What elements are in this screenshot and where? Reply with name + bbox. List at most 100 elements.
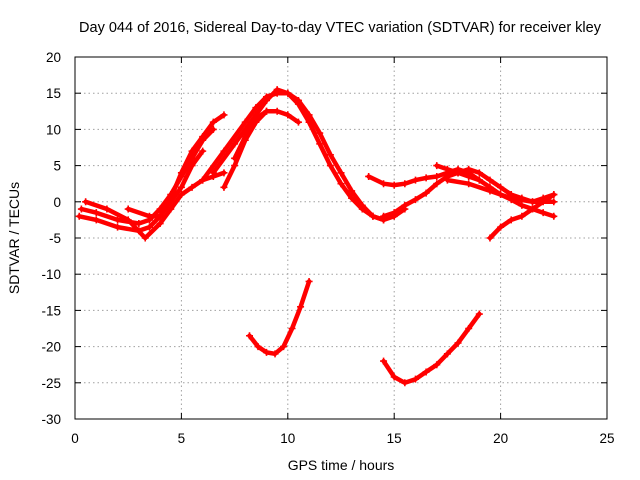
data-point	[156, 205, 164, 213]
data-point	[82, 198, 90, 206]
data-point	[443, 350, 451, 358]
data-point	[188, 162, 196, 170]
series-line-arc-15	[381, 311, 482, 386]
data-point	[305, 277, 313, 285]
data-point	[486, 187, 494, 195]
data-point	[380, 212, 388, 220]
data-point	[518, 212, 526, 220]
y-tick-label: -15	[41, 303, 61, 318]
data-point	[529, 198, 537, 206]
data-point	[475, 310, 483, 318]
data-point	[348, 187, 356, 195]
data-point	[209, 169, 217, 177]
chart-title: Day 044 of 2016, Sidereal Day-to-day VTE…	[79, 20, 602, 36]
data-point	[199, 147, 207, 155]
data-point	[114, 216, 122, 224]
data-point	[209, 118, 217, 126]
data-point	[465, 172, 473, 180]
data-point	[390, 373, 398, 381]
data-point	[271, 350, 279, 358]
data-point	[156, 212, 164, 220]
data-point	[231, 140, 239, 148]
data-point	[124, 216, 132, 224]
x-tick-label: 0	[71, 431, 79, 446]
data-point	[145, 223, 153, 231]
data-point	[365, 172, 373, 180]
data-point	[280, 343, 288, 351]
x-axis-label: GPS time / hours	[288, 457, 395, 473]
x-tick-label: 5	[178, 431, 186, 446]
data-point	[263, 348, 271, 356]
x-tick-label: 20	[493, 431, 508, 446]
data-point	[401, 201, 409, 209]
data-point	[358, 205, 366, 213]
data-point	[326, 162, 334, 170]
data-point	[167, 205, 175, 213]
data-point	[550, 191, 558, 199]
data-point	[297, 303, 305, 311]
data-point	[254, 343, 262, 351]
data-point	[156, 220, 164, 228]
data-point	[77, 205, 85, 213]
data-point	[273, 107, 281, 115]
data-series	[75, 86, 558, 387]
data-point	[550, 212, 558, 220]
data-point	[433, 361, 441, 369]
data-point	[177, 191, 185, 199]
data-point	[231, 162, 239, 170]
data-point	[284, 111, 292, 119]
data-point	[75, 212, 83, 220]
series-line-arc-13	[445, 177, 557, 205]
series-line-arc-9	[247, 279, 312, 357]
data-point	[294, 100, 302, 108]
data-point	[422, 174, 430, 182]
data-point	[92, 216, 100, 224]
data-point	[220, 111, 228, 119]
data-point	[145, 212, 153, 220]
data-point	[114, 223, 122, 231]
data-point	[305, 118, 313, 126]
data-point	[475, 169, 483, 177]
x-tick-label: 10	[280, 431, 295, 446]
data-point	[199, 136, 207, 144]
data-point	[411, 375, 419, 383]
data-point	[252, 104, 260, 112]
data-point	[141, 234, 149, 242]
data-point	[518, 201, 526, 209]
axis-ticks: 0 5 10 15 20 25 -30 -25 -20 -15 -10 -5 0 5 10 15 20	[41, 50, 614, 446]
data-point	[241, 118, 249, 126]
data-point	[326, 151, 334, 159]
data-point	[475, 176, 483, 184]
y-tick-label: -10	[41, 267, 61, 282]
data-point	[380, 357, 388, 365]
grid-lines	[75, 57, 607, 419]
x-tick-label: 25	[599, 431, 614, 446]
data-point	[209, 125, 217, 133]
data-point	[497, 223, 505, 231]
data-point	[188, 183, 196, 191]
data-point	[539, 209, 547, 217]
y-tick-label: -25	[41, 376, 61, 391]
data-point	[245, 332, 253, 340]
data-point	[124, 205, 132, 213]
y-tick-label: 10	[46, 122, 61, 137]
data-point	[507, 216, 515, 224]
y-tick-label: 15	[46, 86, 61, 101]
data-point	[337, 180, 345, 188]
data-point	[422, 368, 430, 376]
data-point	[433, 172, 441, 180]
data-point	[263, 107, 271, 115]
data-point	[390, 181, 398, 189]
data-point	[273, 86, 281, 94]
x-tick-label: 15	[387, 431, 402, 446]
data-point	[465, 180, 473, 188]
data-point	[486, 176, 494, 184]
data-point	[241, 136, 249, 144]
data-point	[316, 140, 324, 148]
data-point	[348, 194, 356, 202]
data-point	[433, 162, 441, 170]
data-point	[539, 198, 547, 206]
data-point	[167, 198, 175, 206]
y-tick-label: -30	[41, 412, 61, 427]
data-point	[135, 220, 143, 228]
